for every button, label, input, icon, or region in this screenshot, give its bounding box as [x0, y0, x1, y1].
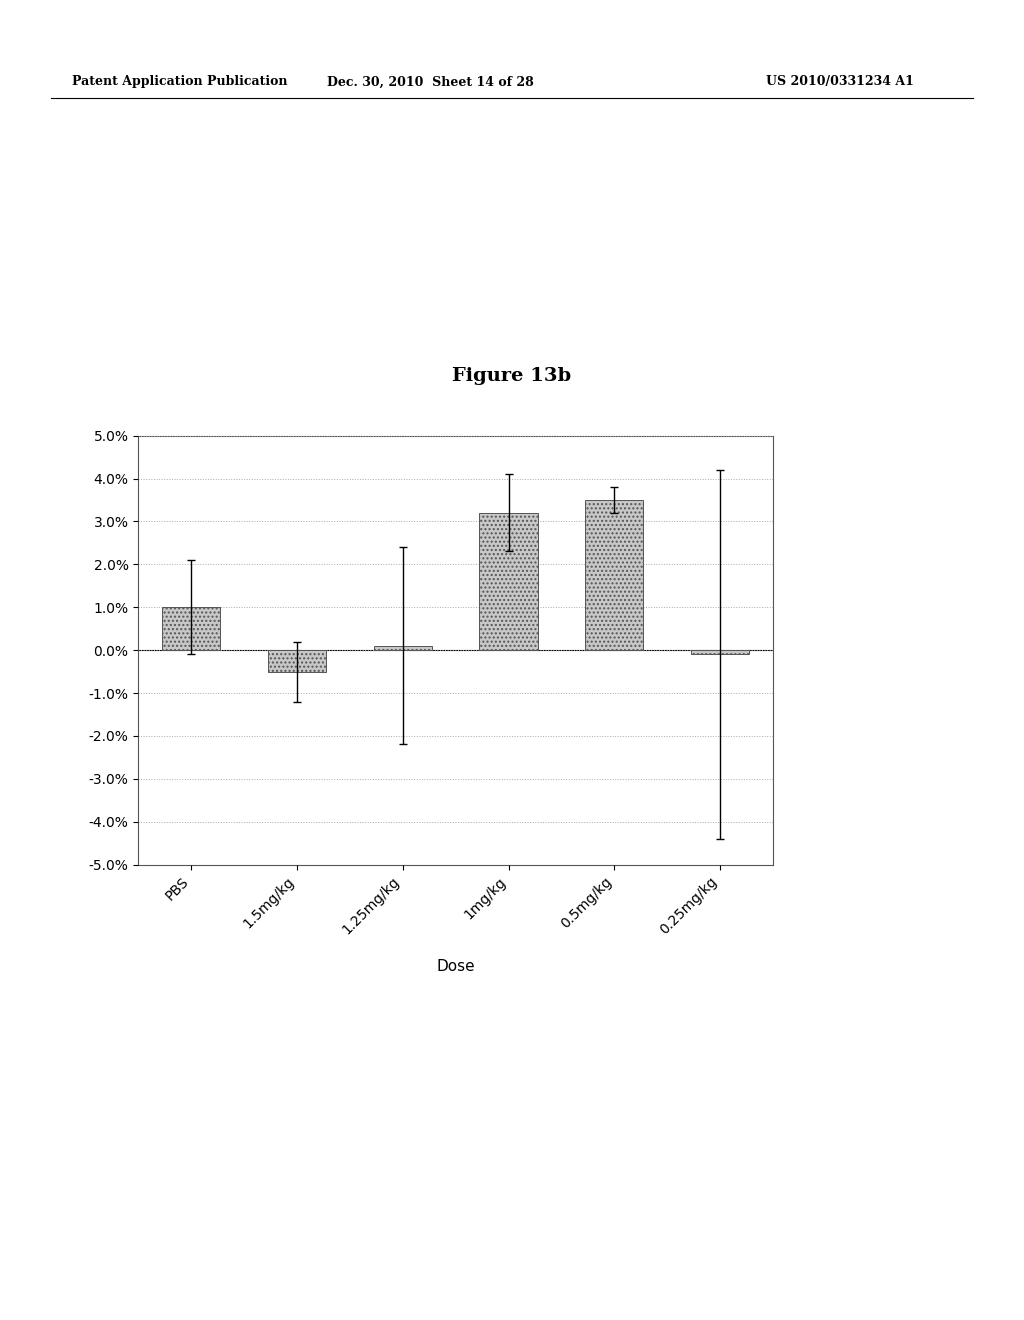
Text: US 2010/0331234 A1: US 2010/0331234 A1 [766, 75, 913, 88]
Text: Patent Application Publication: Patent Application Publication [72, 75, 287, 88]
Text: Figure 13b: Figure 13b [453, 367, 571, 385]
Bar [691, 651, 750, 655]
Text: Dec. 30, 2010  Sheet 14 of 28: Dec. 30, 2010 Sheet 14 of 28 [327, 75, 534, 88]
Bar [268, 651, 326, 672]
Bar [162, 607, 220, 651]
Text: Dose: Dose [436, 958, 475, 974]
Bar [586, 500, 643, 651]
Bar [479, 513, 538, 651]
Bar [374, 645, 432, 651]
